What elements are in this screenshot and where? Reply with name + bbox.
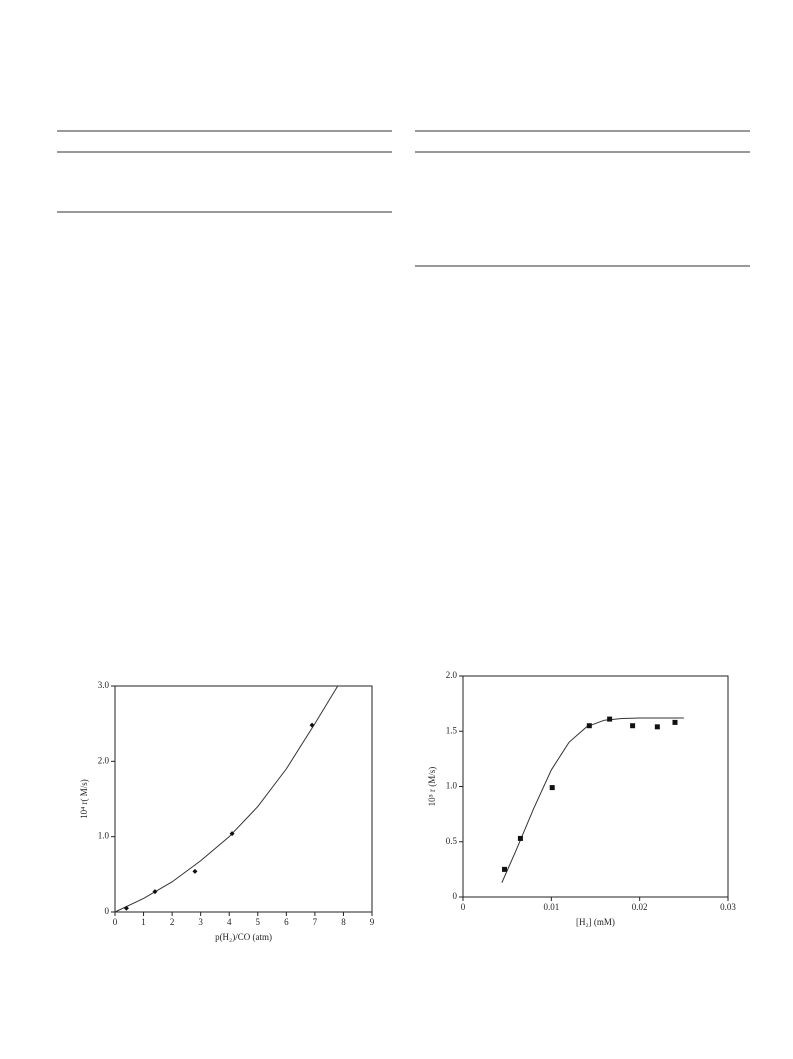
data-point xyxy=(192,869,197,874)
x-tick-label: 9 xyxy=(370,917,375,927)
x-tick-label: 6 xyxy=(284,917,289,927)
x-axis-label: [H₂] (mM) xyxy=(576,917,615,927)
y-tick-label: 1.0 xyxy=(446,781,458,791)
y-tick-label: 3.0 xyxy=(98,680,110,690)
x-tick-label: 3 xyxy=(198,917,203,927)
y-tick-label: 2.0 xyxy=(446,670,458,680)
x-tick-label: 8 xyxy=(341,917,346,927)
y-tick-label: 1.5 xyxy=(446,725,458,735)
x-tick-label: 0.03 xyxy=(720,902,736,912)
data-point xyxy=(152,889,157,894)
data-point xyxy=(502,867,507,872)
y-tick-label: 1.0 xyxy=(98,831,110,841)
fit-curve xyxy=(502,718,684,883)
data-point xyxy=(607,717,612,722)
y-axis-label: 10⁴ r( M/s) xyxy=(79,779,89,819)
x-tick-label: 0.02 xyxy=(632,902,648,912)
x-axis-label: p(H₂)/CO (atm) xyxy=(215,932,272,942)
y-tick-label: 0 xyxy=(105,906,110,916)
x-tick-label: 4 xyxy=(227,917,232,927)
x-tick-label: 0 xyxy=(461,902,466,912)
data-point xyxy=(673,720,678,725)
data-point xyxy=(518,836,523,841)
x-tick-label: 5 xyxy=(256,917,261,927)
page: 0 1 2 3 4 5 6 7 8 9 0 1.0 2.0 3.0 p(H₂)/CO (atm) 10⁴ r(… xyxy=(0,0,793,1059)
x-tick-label: 0.01 xyxy=(543,902,559,912)
x-tick-label: 1 xyxy=(141,917,146,927)
fit-curve xyxy=(115,686,338,912)
x-tick-label: 0 xyxy=(113,917,118,927)
y-tick-label: 0.5 xyxy=(446,836,458,846)
document: 0 1 2 3 4 5 6 7 8 9 0 1.0 2.0 3.0 p(H₂)/CO (atm) 10⁴ r(… xyxy=(0,0,793,1059)
y-axis-label: 10⁵ r (M/s) xyxy=(427,767,437,807)
x-tick-label: 2 xyxy=(170,917,175,927)
data-point xyxy=(124,906,129,911)
data-point xyxy=(310,723,315,728)
data-point xyxy=(550,785,555,790)
x-tick-label: 7 xyxy=(313,917,318,927)
plot-frame xyxy=(463,676,728,897)
data-point xyxy=(587,723,592,728)
y-tick-label: 0 xyxy=(453,891,458,901)
y-tick-label: 2.0 xyxy=(98,755,110,765)
plot-frame xyxy=(115,686,372,912)
data-point xyxy=(630,723,635,728)
data-point xyxy=(655,724,660,729)
